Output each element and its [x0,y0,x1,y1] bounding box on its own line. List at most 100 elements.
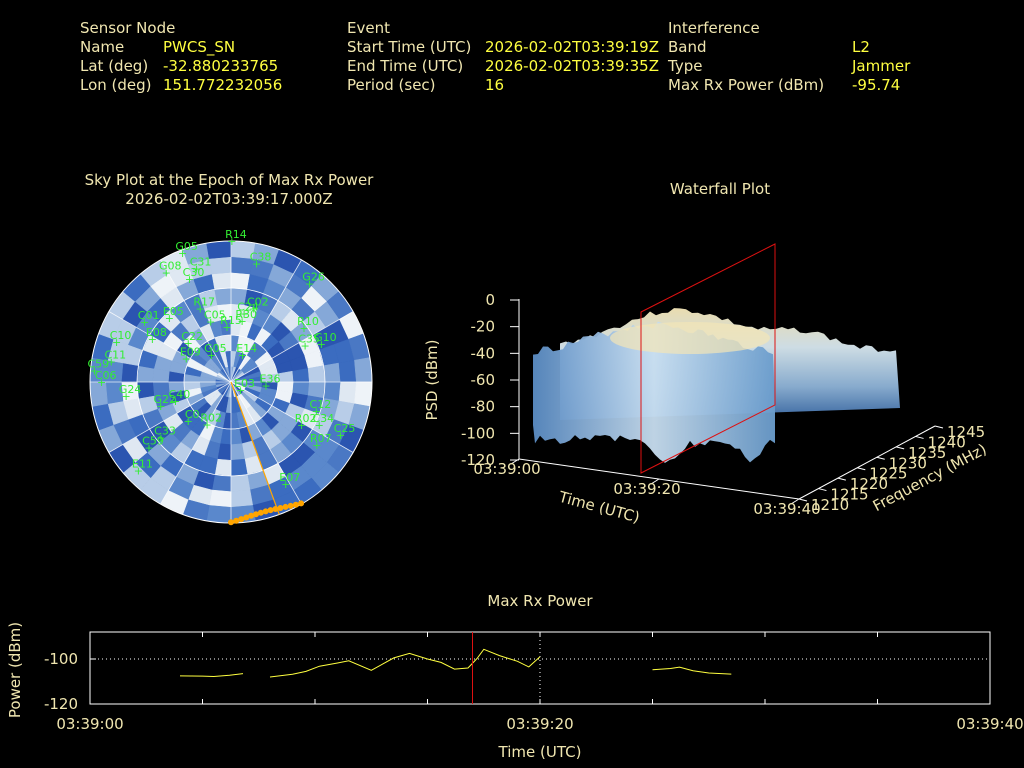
satellite-marker: + [107,356,116,369]
sky-cell [121,362,139,383]
waterfall-frequency-tick-label: 1215 [830,486,868,504]
interference-band-label: Band [668,38,707,56]
waterfall-time-tick-label: 03:39:00 [473,460,540,478]
sky-grid [89,240,373,524]
satellite-marker: + [206,315,215,328]
satellite-marker: + [261,379,270,392]
satellite-label: E03 [234,377,255,390]
satellite-label: G10 [314,331,337,344]
sensor-lat-label: Lat (deg) [80,57,149,75]
satellite-marker: + [203,419,212,432]
sky-azimuth-spoke [230,381,354,453]
power-x-tick-label: 03:39:20 [506,715,573,733]
waterfall-psd-tick-label: -60 [471,371,496,389]
waterfall-frequency-tick [915,435,924,439]
satellite-label: G05 [204,342,227,355]
waterfall-frequency-tick-label: 1210 [811,496,849,514]
satellite-marker: + [140,316,149,329]
sky-cell [206,505,232,523]
power-y-tick-label: -100 [44,650,78,668]
sky-cell [206,241,232,259]
satellite-marker: + [178,247,187,260]
satellite-label: C24 [237,301,259,314]
satellite-marker: + [312,439,321,452]
sky-cell [338,359,357,383]
satellite-label: C0 [185,408,200,421]
satellite-marker: + [252,257,261,270]
satellite-marker: + [297,419,306,432]
satellite-label: R17 [193,295,215,308]
sky-track-point [292,501,299,508]
interference-power-value: -95.74 [852,76,901,94]
satellite-label: G24 [119,383,142,396]
satellite-label: C12 [310,398,332,411]
satellite-marker: + [171,395,180,408]
waterfall-frequency-tick-label: 1225 [869,465,907,483]
sky-cell [208,256,232,275]
power-y-axis-label: Power (dBm) [6,622,24,718]
waterfall-frequency-tick-label: 1245 [947,423,985,441]
power-y-tick-label: -120 [44,695,78,713]
waterfall-frequency-tick [896,446,905,450]
waterfall-frequency-tick-label: 1240 [928,433,966,451]
sky-track-point [267,507,274,514]
interference-type-label: Type [668,57,703,75]
waterfall-frequency-tick [857,467,866,471]
satellite-marker: + [165,312,174,325]
waterfall-title: Waterfall Plot [669,180,771,198]
satellite-label: C05 [204,308,226,321]
interference-band-value: L2 [852,38,870,56]
power-series-line [652,666,732,675]
satellite-marker: + [299,322,308,335]
interference-power-label: Max Rx Power (dBm) [668,76,825,94]
waterfall-psd-tick-label: -100 [461,424,495,442]
sky-plot: +R14+G05+G08 +C31+C30+C38+G26+C01+C10 +E08… [87,228,373,526]
event-period-label: Period (sec) [347,76,436,94]
satellite-label: C11 [104,349,126,362]
satellite-marker: + [184,337,193,350]
satellite-marker: + [249,302,258,315]
satellite-label: E09 [180,346,201,359]
satellite-label: E14 [236,342,257,355]
satellite-label: R14 [225,228,247,241]
satellite-marker: + [97,376,106,389]
satellite-marker: + [336,429,345,442]
satellite-label: R30 [235,308,257,321]
satellite-marker: + [112,336,121,349]
waterfall-psd-tick-label: -80 [471,398,496,416]
sensor-lon-label: Lon (deg) [80,76,152,94]
sky-track-point [253,511,260,518]
waterfall-psd-tick-label: -40 [471,344,496,362]
waterfall-surface-front [533,321,775,463]
satellite-label: G22 [153,393,176,406]
satellite-label: R02 [295,412,317,425]
satellite-marker: + [239,308,248,321]
sky-cell [323,362,341,383]
satellite-marker: + [192,263,201,276]
sky-track-point [272,506,279,513]
waterfall-time-tick [790,498,800,505]
sky-track-point [257,509,264,516]
satellite-marker: + [185,273,194,286]
satellite-marker: + [207,349,216,362]
satellite-label: G08 [159,259,182,272]
satellite-label: R02 [200,412,222,425]
sky-cell [230,458,248,477]
satellite-marker: + [148,333,157,346]
power-x-tick-label: 03:39:40 [956,715,1023,733]
satellite-label: C25 [334,422,356,435]
satellite-marker: + [238,349,247,362]
waterfall-frequency-tick-label: 1220 [850,475,888,493]
satellite-label: C02 [247,295,269,308]
interference-heading: Interference [668,19,760,37]
satellite-marker: + [281,478,290,491]
sky-satellites: +R14+G05+G08 +C31+C30+C38+G26+C01+C10 +E08… [87,228,355,491]
satellite-marker: + [312,405,321,418]
sky-azimuth-spoke [108,311,232,383]
sky-azimuth-spoke [230,259,302,383]
waterfall-frequency-tick-label: 1230 [889,454,927,472]
sky-cell [292,368,310,383]
sky-track-point [243,514,250,521]
satellite-marker: + [317,338,326,351]
